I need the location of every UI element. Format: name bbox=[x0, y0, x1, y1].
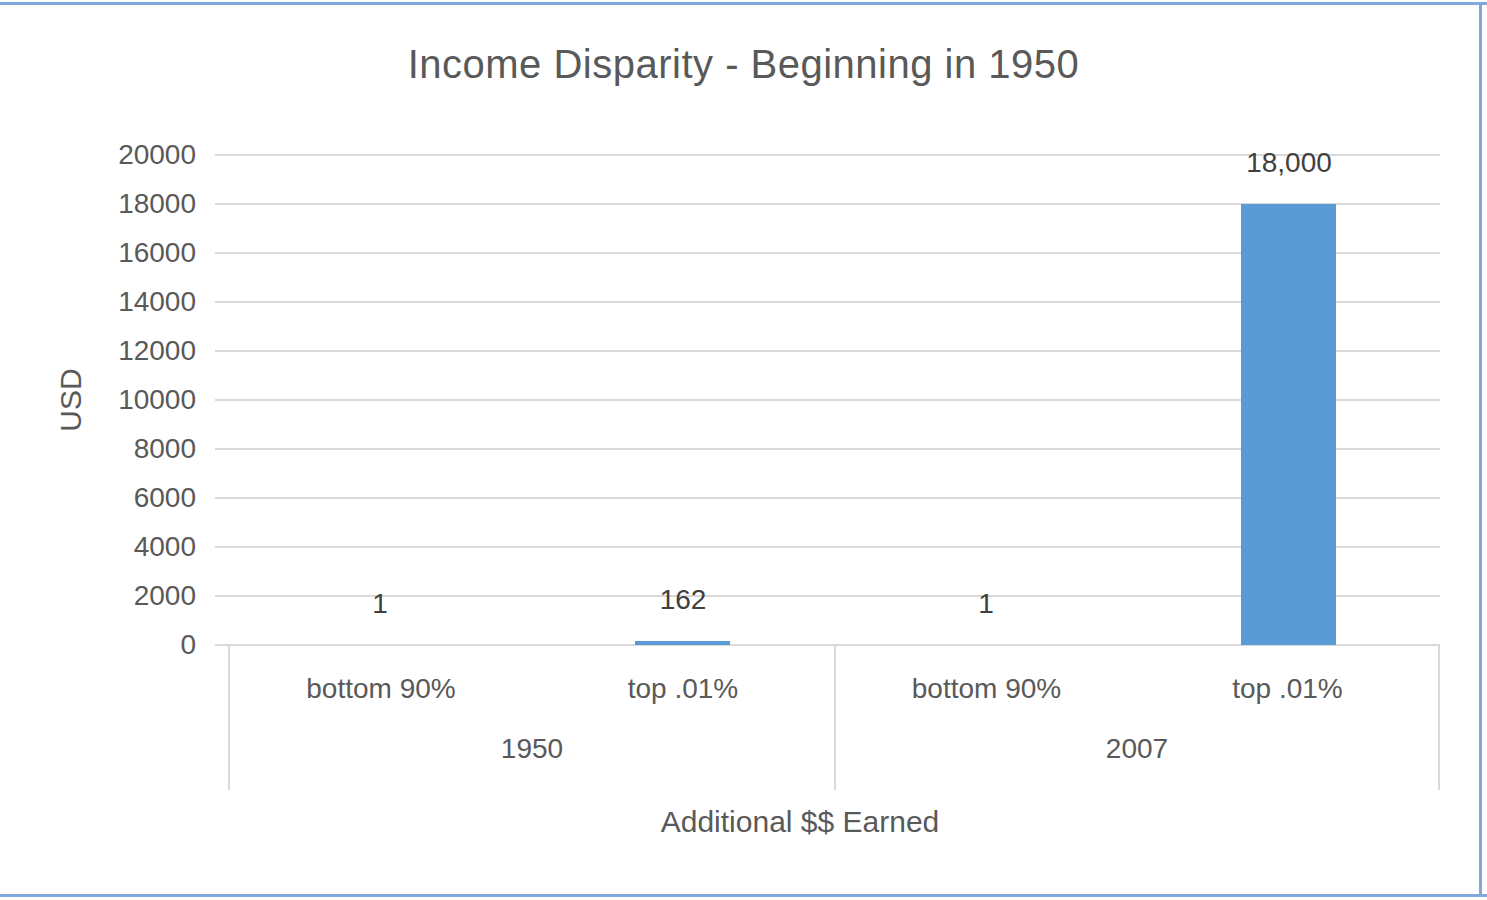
category-label: top .01% bbox=[1137, 645, 1438, 733]
category-group-1950: bottom 90%top .01%1950 bbox=[228, 645, 834, 790]
y-tick-label: 2000 bbox=[46, 579, 196, 613]
y-tick-label: 10000 bbox=[46, 383, 196, 417]
y-axis-tick bbox=[215, 497, 228, 499]
y-tick-label: 12000 bbox=[46, 334, 196, 368]
y-axis-tick bbox=[215, 154, 228, 156]
x-axis-title: Additional $$ Earned bbox=[160, 805, 1440, 839]
group-label: 2007 bbox=[836, 733, 1438, 790]
category-label-row: bottom 90%top .01% bbox=[230, 645, 834, 733]
category-label: top .01% bbox=[532, 645, 834, 733]
y-tick-label: 4000 bbox=[46, 530, 196, 564]
data-label: 18,000 bbox=[1179, 146, 1399, 180]
data-label: 1 bbox=[876, 587, 1096, 621]
data-label: 1 bbox=[270, 587, 490, 621]
y-axis-tick bbox=[215, 595, 228, 597]
y-axis-tick bbox=[215, 252, 228, 254]
y-axis-tick bbox=[215, 203, 228, 205]
y-axis-tick bbox=[215, 448, 228, 450]
chart-border-top bbox=[0, 2, 1487, 5]
y-axis-tick bbox=[215, 399, 228, 401]
chart-page: { "chart_data": { "type": "bar", "title"… bbox=[0, 0, 1487, 900]
y-axis-tick bbox=[215, 644, 228, 646]
group-label: 1950 bbox=[230, 733, 834, 790]
category-label: bottom 90% bbox=[230, 645, 532, 733]
chart-border-right bbox=[1479, 2, 1482, 897]
bar-top-01-[interactable] bbox=[1241, 204, 1336, 645]
category-label: bottom 90% bbox=[836, 645, 1137, 733]
y-axis-tick bbox=[215, 301, 228, 303]
chart-title: Income Disparity - Beginning in 1950 bbox=[0, 42, 1487, 87]
y-axis-tick bbox=[215, 546, 228, 548]
y-tick-label: 18000 bbox=[46, 187, 196, 221]
chart-border-bottom bbox=[0, 894, 1487, 897]
y-axis-tick bbox=[215, 350, 228, 352]
y-tick-label: 14000 bbox=[46, 285, 196, 319]
y-tick-label: 20000 bbox=[46, 138, 196, 172]
plot-area: 1162118,000 bbox=[228, 155, 1440, 645]
data-label: 162 bbox=[573, 583, 793, 617]
category-axis: bottom 90%top .01%1950bottom 90%top .01%… bbox=[228, 645, 1440, 790]
category-label-row: bottom 90%top .01% bbox=[836, 645, 1438, 733]
y-tick-label: 8000 bbox=[46, 432, 196, 466]
category-group-2007: bottom 90%top .01%2007 bbox=[834, 645, 1440, 790]
y-tick-label: 16000 bbox=[46, 236, 196, 270]
y-tick-label: 6000 bbox=[46, 481, 196, 515]
y-tick-label: 0 bbox=[46, 628, 196, 662]
